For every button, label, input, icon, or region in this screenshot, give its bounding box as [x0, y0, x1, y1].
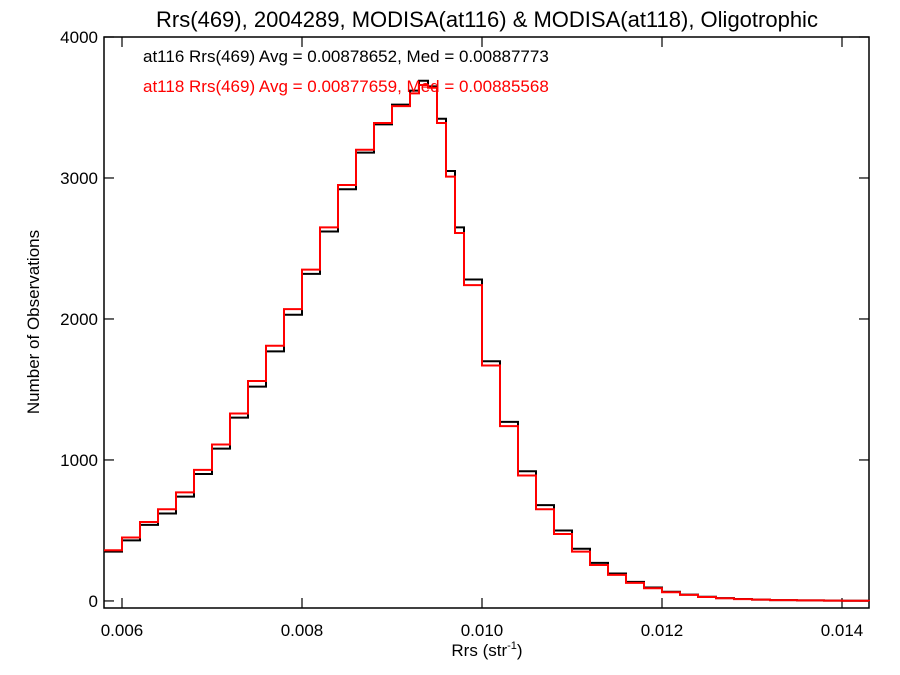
series-lines — [104, 79, 870, 602]
series-at118-line — [104, 83, 870, 602]
x-axis-label-tail: ) — [517, 641, 523, 660]
x-tick-label: 0.012 — [641, 621, 684, 640]
y-tick-label: 0 — [89, 592, 98, 611]
y-tick-label: 2000 — [60, 310, 98, 329]
plot-area: 0.006 0.008 0.010 0.012 0.014 0 1000 2000 3000 40… — [60, 28, 870, 640]
chart-title: Rrs(469), 2004289, MODISA(at116) & MODIS… — [156, 7, 818, 32]
x-tick-label: 0.008 — [281, 621, 324, 640]
y-tick-label: 3000 — [60, 169, 98, 188]
y-tick-label: 4000 — [60, 28, 98, 47]
y-axis-label: Number of Observations — [24, 230, 43, 414]
x-axis-label-superscript: -1 — [507, 640, 517, 652]
ticks: 0.006 0.008 0.010 0.012 0.014 0 1000 2000 3000 40… — [60, 28, 869, 640]
series-at116-line — [104, 79, 870, 602]
annotation-at118: at118 Rrs(469) Avg = 0.00877659, Med = 0… — [143, 77, 549, 96]
plot-frame — [103, 36, 870, 609]
annotation-at116: at116 Rrs(469) Avg = 0.00878652, Med = 0… — [143, 47, 549, 66]
x-tick-label: 0.014 — [821, 621, 864, 640]
y-tick-label: 1000 — [60, 451, 98, 470]
x-axis-label: Rrs (str-1) — [451, 640, 522, 660]
x-tick-label: 0.006 — [101, 621, 144, 640]
x-axis-label-main: Rrs (str — [451, 641, 507, 660]
x-tick-label: 0.010 — [461, 621, 504, 640]
